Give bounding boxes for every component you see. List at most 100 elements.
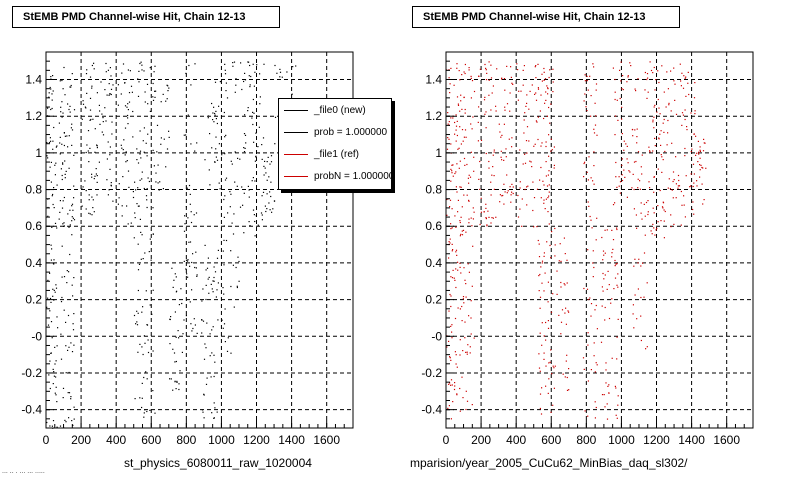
plot2-point-261 — [488, 216, 490, 218]
plot2-point-843 — [654, 145, 656, 147]
plot1-point-460 — [167, 85, 169, 87]
plot2-point-703 — [614, 91, 616, 93]
plot1-point-338 — [132, 196, 135, 199]
plot2-point-913 — [682, 87, 685, 89]
plot1-point-156 — [63, 132, 65, 134]
plot2-point-514 — [566, 354, 568, 356]
plot1-point-334 — [128, 186, 130, 188]
plot1-point-747 — [248, 61, 250, 63]
plot2-point-364 — [525, 105, 527, 107]
plot1-xtick-label-8: 1600 — [313, 433, 340, 447]
footer-text: ... .. . ... ... ..... — [2, 468, 45, 475]
plot1-point-264 — [109, 154, 111, 156]
plot2-point-876 — [694, 82, 696, 84]
plot1-point-357 — [136, 203, 138, 205]
plot1-point-64 — [55, 360, 57, 362]
plot1-point-536 — [189, 265, 191, 267]
plot2-point-935 — [699, 169, 701, 171]
plot2-point-706 — [621, 118, 623, 120]
plot2-point-873 — [677, 174, 680, 177]
plot2-point-856 — [649, 150, 651, 152]
plot2-point-808 — [658, 81, 660, 84]
plot2-point-369 — [533, 145, 535, 147]
plot1-point-374 — [140, 231, 142, 233]
plot2-point-709 — [619, 181, 622, 183]
plot1-point-410 — [138, 263, 141, 265]
plot2-point-243 — [495, 216, 497, 218]
plot2-point-88 — [454, 382, 456, 384]
plot2-point-536 — [593, 266, 595, 269]
plot1-point-440 — [143, 151, 145, 153]
plot1-point-388 — [139, 153, 141, 155]
plot2-point-22 — [455, 251, 457, 253]
plot2-point-435 — [539, 307, 541, 309]
plot2-point-289 — [505, 148, 507, 150]
plot1-point-48 — [48, 141, 51, 144]
plot1-point-797 — [264, 160, 266, 162]
plot1-point-754 — [257, 224, 259, 226]
plot1-point-657 — [225, 90, 227, 92]
plot2-point-182 — [459, 387, 461, 390]
plot1-ytick-label-3: 0.8 — [25, 183, 42, 197]
plot2-point-584 — [592, 262, 594, 264]
plot1-point-589 — [213, 354, 215, 356]
plot1-point-792 — [268, 202, 270, 204]
plot1-point-137 — [71, 129, 74, 131]
plot2-point-708 — [626, 196, 628, 198]
plot1-point-266 — [111, 133, 113, 135]
plot2-point-336 — [529, 90, 531, 92]
plot1-point-234 — [89, 97, 92, 99]
plot1-point-170 — [71, 284, 73, 286]
plot2-point-508 — [564, 284, 566, 286]
plot1-point-18 — [46, 142, 48, 144]
plot2-point-691 — [620, 80, 622, 82]
plot1-point-623 — [211, 147, 213, 149]
plot2-point-55 — [455, 140, 457, 142]
plot1-xtick-label-3: 600 — [141, 433, 161, 447]
plot2-point-555 — [587, 89, 589, 91]
plot1-point-67 — [56, 145, 58, 147]
legend-line-file1 — [284, 153, 308, 155]
plot2-point-388 — [544, 78, 547, 80]
plot1-point-694 — [222, 327, 224, 329]
plot1-point-518 — [185, 72, 187, 74]
plot2-point-687 — [628, 170, 630, 172]
plot1-point-303 — [127, 114, 129, 117]
plot2-point-495 — [545, 99, 547, 101]
plot2-ytick-label-2: 1 — [435, 146, 442, 160]
plot1-point-384 — [139, 62, 141, 65]
plot2-point-138 — [457, 148, 459, 150]
plot1-point-288 — [107, 141, 109, 143]
plot1-point-270 — [110, 93, 112, 96]
plot1-point-340 — [120, 144, 122, 146]
plot1-point-196 — [67, 349, 69, 351]
plot1-point-804 — [273, 200, 276, 202]
plot1-point-712 — [258, 152, 260, 154]
plot2-point-83 — [448, 405, 450, 407]
plot1-point-397 — [148, 180, 150, 183]
plot2-point-52 — [448, 77, 450, 79]
plot2-point-578 — [584, 74, 586, 76]
left-panel-title: StEMB PMD Channel-wise Hit, Chain 12-13 — [12, 6, 280, 28]
plot2-point-609 — [614, 265, 616, 267]
plot2-point-305 — [503, 159, 505, 161]
plot2-point-541 — [592, 250, 594, 252]
plot1-point-155 — [64, 94, 66, 96]
plot2-point-284 — [503, 78, 506, 80]
plot2-point-929 — [698, 153, 700, 155]
plot1-point-346 — [137, 187, 139, 189]
plot2-point-822 — [673, 67, 675, 69]
plot2-point-487 — [545, 175, 547, 177]
plot1-point-141 — [61, 116, 63, 118]
plot2-point-306 — [500, 156, 502, 158]
plot2-point-8 — [450, 143, 452, 145]
plot2-point-522 — [564, 253, 566, 255]
plot1-point-198 — [68, 392, 71, 394]
plot2-point-766 — [642, 262, 644, 264]
plot2-point-535 — [594, 371, 596, 373]
plot2-xtick-label-8: 1600 — [713, 433, 740, 447]
plot2-point-693 — [623, 140, 625, 142]
plot1-point-670 — [227, 212, 229, 214]
plot1-point-554 — [189, 193, 191, 195]
plot1-point-697 — [224, 195, 226, 197]
